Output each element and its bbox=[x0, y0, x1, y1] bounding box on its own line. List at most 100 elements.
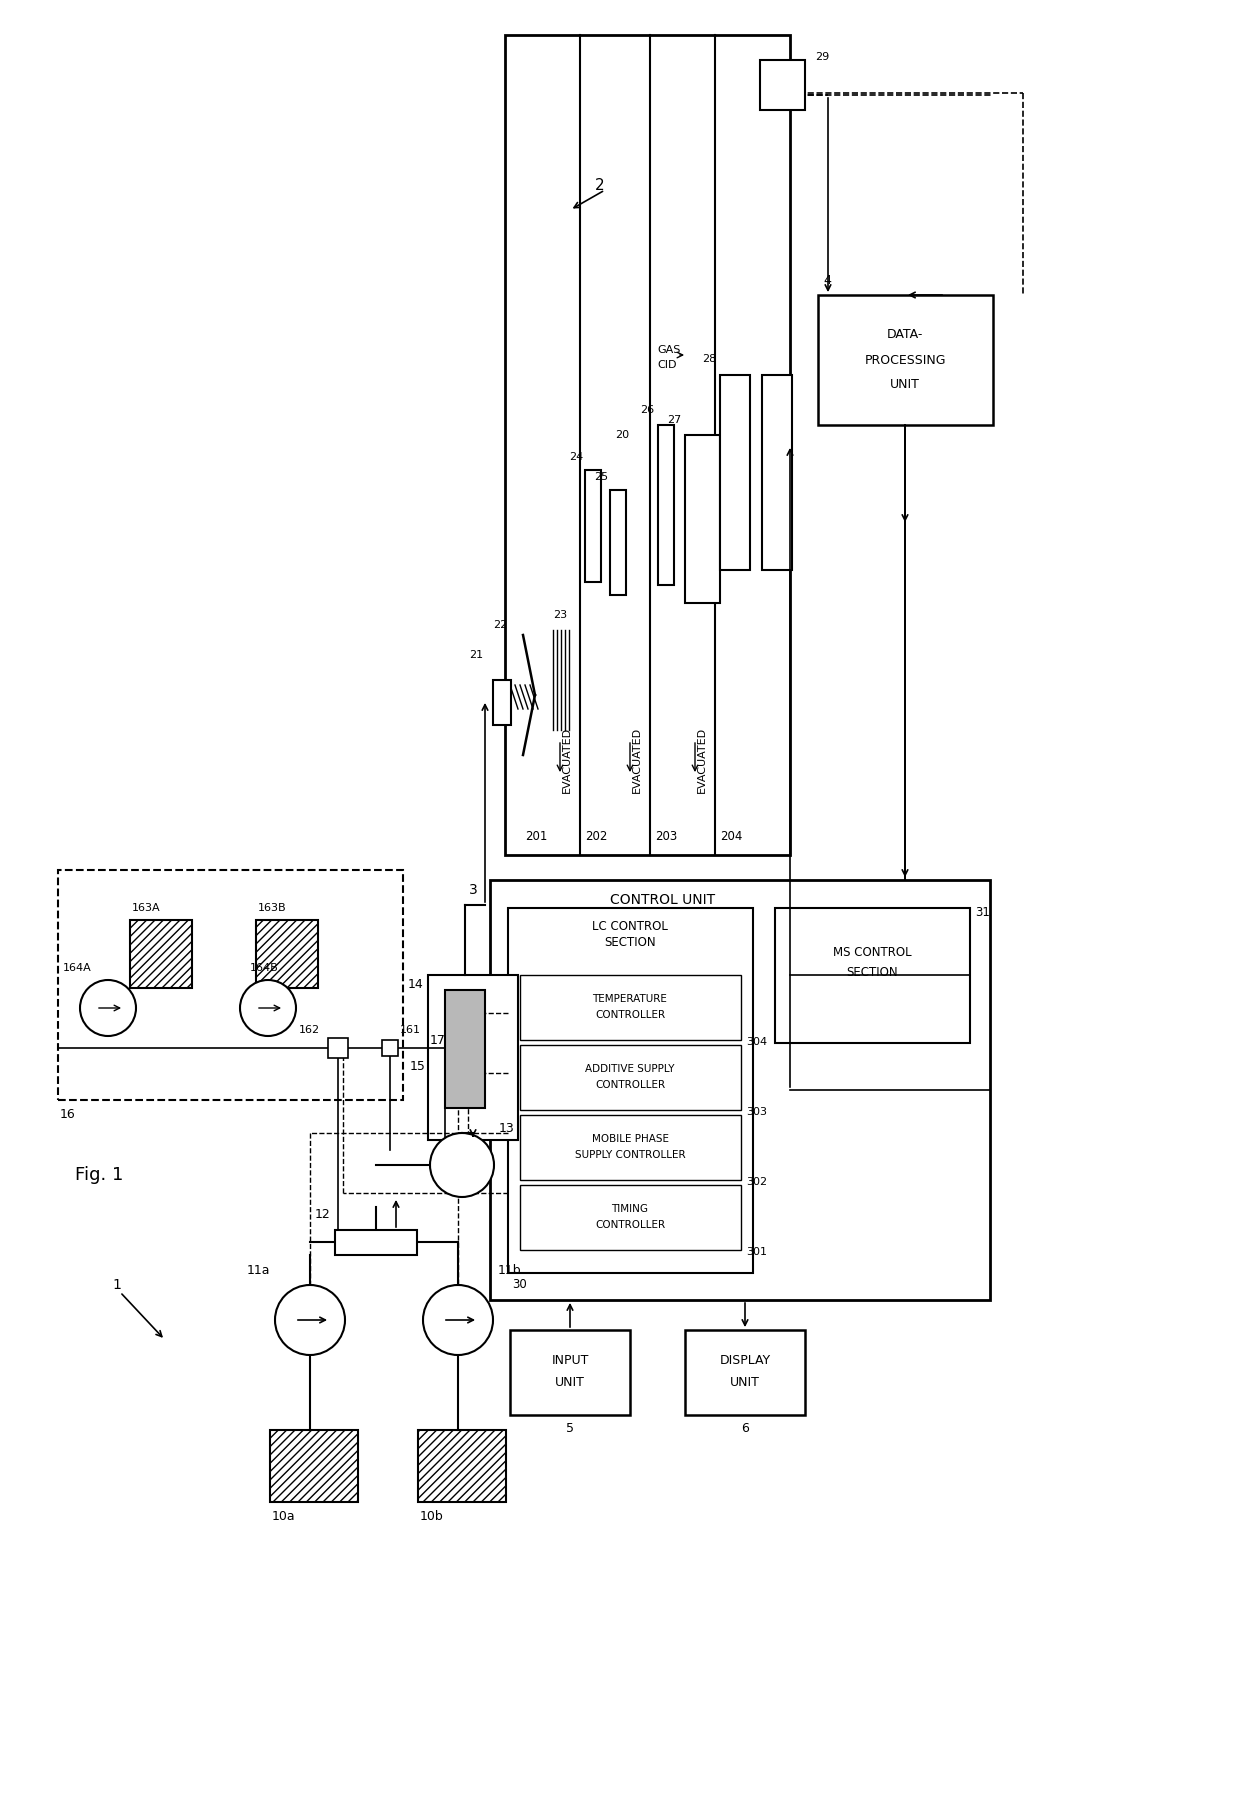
Bar bbox=[720, 376, 750, 570]
Bar bbox=[775, 907, 970, 1042]
Text: 13: 13 bbox=[498, 1121, 515, 1134]
Text: CID: CID bbox=[657, 359, 677, 370]
Text: EVACUATED: EVACUATED bbox=[632, 728, 642, 792]
Text: EVACUATED: EVACUATED bbox=[562, 728, 572, 792]
Bar bbox=[130, 920, 192, 988]
Bar bbox=[418, 1430, 506, 1502]
Bar bbox=[270, 1430, 358, 1502]
Text: 163A: 163A bbox=[131, 904, 161, 913]
Bar bbox=[58, 870, 403, 1100]
Bar bbox=[658, 426, 675, 586]
Text: 23: 23 bbox=[553, 609, 567, 620]
Bar bbox=[510, 1330, 630, 1414]
Bar bbox=[684, 435, 720, 604]
Text: 164B: 164B bbox=[250, 963, 279, 972]
Text: ADDITIVE SUPPLY: ADDITIVE SUPPLY bbox=[585, 1064, 675, 1075]
Text: CONTROL UNIT: CONTROL UNIT bbox=[610, 893, 715, 907]
Text: 29: 29 bbox=[815, 52, 830, 63]
Text: 4: 4 bbox=[823, 273, 831, 286]
Bar bbox=[763, 376, 792, 570]
Text: INPUT: INPUT bbox=[552, 1353, 589, 1366]
Text: CONTROLLER: CONTROLLER bbox=[595, 1080, 665, 1091]
Text: MOBILE PHASE: MOBILE PHASE bbox=[591, 1134, 668, 1145]
Text: 3: 3 bbox=[469, 882, 477, 897]
Bar bbox=[382, 1040, 398, 1057]
Circle shape bbox=[423, 1285, 494, 1355]
Text: DISPLAY: DISPLAY bbox=[719, 1353, 770, 1366]
Text: TEMPERATURE: TEMPERATURE bbox=[593, 994, 667, 1005]
Text: UNIT: UNIT bbox=[556, 1375, 585, 1389]
Bar bbox=[610, 491, 626, 595]
Text: GAS: GAS bbox=[657, 345, 681, 356]
Text: 10b: 10b bbox=[420, 1509, 444, 1522]
Text: 301: 301 bbox=[746, 1247, 768, 1256]
Text: SUPPLY CONTROLLER: SUPPLY CONTROLLER bbox=[574, 1150, 686, 1161]
Text: UNIT: UNIT bbox=[730, 1375, 760, 1389]
Text: 24: 24 bbox=[569, 453, 583, 462]
Text: 21: 21 bbox=[469, 651, 484, 659]
Bar bbox=[428, 976, 518, 1139]
Text: 203: 203 bbox=[655, 830, 677, 843]
Text: 204: 204 bbox=[720, 830, 743, 843]
Bar bbox=[684, 1330, 805, 1414]
Bar bbox=[255, 920, 317, 988]
Text: Fig. 1: Fig. 1 bbox=[74, 1166, 123, 1184]
Text: SECTION: SECTION bbox=[846, 967, 898, 979]
Text: 11a: 11a bbox=[247, 1263, 270, 1276]
Text: 20: 20 bbox=[615, 429, 629, 440]
Bar bbox=[494, 679, 511, 724]
Text: 26: 26 bbox=[640, 404, 653, 415]
Text: 2: 2 bbox=[595, 178, 605, 192]
Text: MS CONTROL: MS CONTROL bbox=[833, 947, 911, 960]
Bar bbox=[445, 990, 485, 1109]
Bar bbox=[329, 1039, 348, 1058]
Text: 164A: 164A bbox=[63, 963, 92, 972]
Bar bbox=[520, 976, 742, 1040]
Text: CONTROLLER: CONTROLLER bbox=[595, 1220, 665, 1229]
Text: 303: 303 bbox=[746, 1107, 768, 1118]
Circle shape bbox=[81, 979, 136, 1037]
Circle shape bbox=[241, 979, 296, 1037]
Text: 15: 15 bbox=[410, 1060, 427, 1073]
Circle shape bbox=[275, 1285, 345, 1355]
Text: 163B: 163B bbox=[258, 904, 286, 913]
Text: 162: 162 bbox=[299, 1024, 320, 1035]
Text: 5: 5 bbox=[565, 1423, 574, 1436]
Circle shape bbox=[430, 1132, 494, 1197]
Bar bbox=[335, 1229, 417, 1254]
Text: 302: 302 bbox=[746, 1177, 768, 1188]
Text: 28: 28 bbox=[702, 354, 715, 365]
Bar bbox=[520, 1184, 742, 1251]
Text: 12: 12 bbox=[314, 1209, 330, 1222]
Text: PROCESSING: PROCESSING bbox=[864, 354, 946, 367]
Text: EVACUATED: EVACUATED bbox=[697, 728, 707, 792]
Text: 10a: 10a bbox=[272, 1509, 295, 1522]
Text: 6: 6 bbox=[742, 1423, 749, 1436]
Text: SECTION: SECTION bbox=[604, 936, 656, 949]
Text: 17: 17 bbox=[430, 1033, 446, 1046]
Text: TIMING: TIMING bbox=[611, 1204, 649, 1215]
Text: 161: 161 bbox=[401, 1024, 422, 1035]
Text: UNIT: UNIT bbox=[890, 379, 920, 392]
Bar bbox=[508, 907, 753, 1272]
Text: LC CONTROL: LC CONTROL bbox=[591, 920, 668, 933]
Bar bbox=[505, 34, 790, 855]
Bar bbox=[490, 881, 990, 1299]
Bar bbox=[760, 59, 805, 110]
Text: 30: 30 bbox=[512, 1278, 527, 1292]
Bar bbox=[520, 1046, 742, 1111]
Text: 11b: 11b bbox=[498, 1263, 522, 1276]
Text: 25: 25 bbox=[594, 473, 608, 482]
Text: DATA-: DATA- bbox=[887, 329, 924, 341]
Text: 16: 16 bbox=[60, 1107, 76, 1121]
Text: 304: 304 bbox=[746, 1037, 768, 1048]
Bar bbox=[520, 1114, 742, 1181]
Text: 14: 14 bbox=[407, 979, 423, 992]
Text: CONTROLLER: CONTROLLER bbox=[595, 1010, 665, 1021]
Text: 202: 202 bbox=[585, 830, 608, 843]
Text: 31: 31 bbox=[975, 906, 990, 920]
Text: 22: 22 bbox=[492, 620, 507, 631]
Bar bbox=[818, 295, 993, 426]
Text: 201: 201 bbox=[525, 830, 547, 843]
Text: 1: 1 bbox=[112, 1278, 120, 1292]
